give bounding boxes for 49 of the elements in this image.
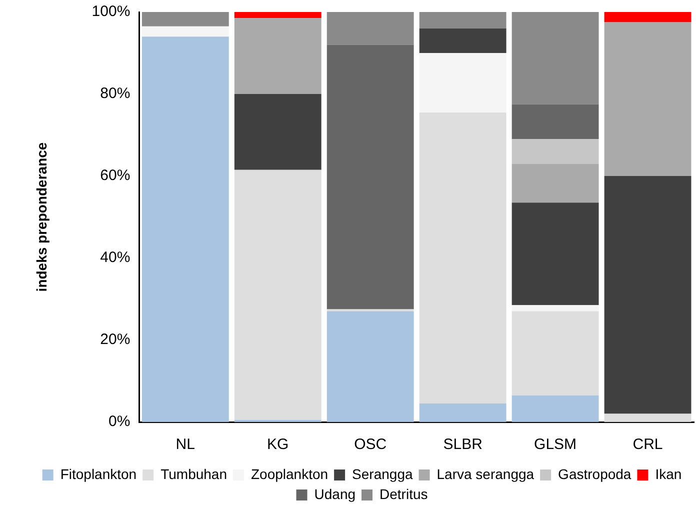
bar: [512, 305, 599, 312]
legend-label: Detritus: [380, 486, 428, 502]
legend-label: Fitoplankton: [60, 466, 137, 482]
y-tick-label: 60%: [100, 167, 130, 184]
bar: [419, 12, 506, 28]
y-tick-label: 20%: [100, 331, 130, 348]
y-tick-label: 80%: [100, 85, 130, 102]
bar: [419, 404, 506, 422]
x-tick-label: SLBR: [443, 436, 483, 454]
bar: [234, 12, 322, 18]
bar: [142, 26, 229, 37]
y-axis-title: indeks preponderance: [33, 142, 50, 292]
bar: [604, 414, 692, 422]
legend-label: Gastropoda: [558, 466, 632, 482]
bar: [419, 112, 506, 404]
legend-label: Zooplankton: [251, 466, 328, 482]
bar: [604, 22, 692, 176]
legend-label: Ikan: [655, 466, 682, 482]
bar: [512, 395, 599, 422]
bar: [419, 28, 506, 53]
bar: [512, 104, 599, 140]
bar: [326, 311, 414, 422]
x-tick-label: OSC: [354, 436, 387, 454]
bar: [234, 94, 322, 170]
bar: [512, 202, 599, 306]
bar: [234, 170, 322, 420]
bar: [142, 36, 229, 422]
x-tick-label: CRL: [632, 436, 663, 454]
legend-label: Serangga: [352, 466, 413, 482]
bar: [512, 311, 599, 396]
bar: [512, 139, 599, 164]
bar: [234, 18, 322, 94]
y-tick-label: 100%: [92, 3, 130, 20]
y-tick-label: 40%: [100, 249, 130, 266]
legend-label: Udang: [314, 486, 356, 502]
legend-label: Tumbuhan: [160, 466, 228, 482]
y-tick-label: 0%: [108, 413, 130, 430]
bar: [419, 53, 506, 112]
legend-label: Larva serangga: [436, 466, 534, 482]
x-tick-label: GLSM: [534, 436, 577, 454]
bar: [326, 44, 414, 310]
x-tick-label: NL: [176, 436, 195, 454]
x-tick-label: KG: [267, 436, 289, 454]
bar: [142, 12, 229, 26]
bar: [604, 12, 692, 22]
bar: [604, 176, 692, 414]
bar: [512, 12, 599, 104]
bar: [512, 164, 599, 203]
bar: [326, 12, 414, 45]
